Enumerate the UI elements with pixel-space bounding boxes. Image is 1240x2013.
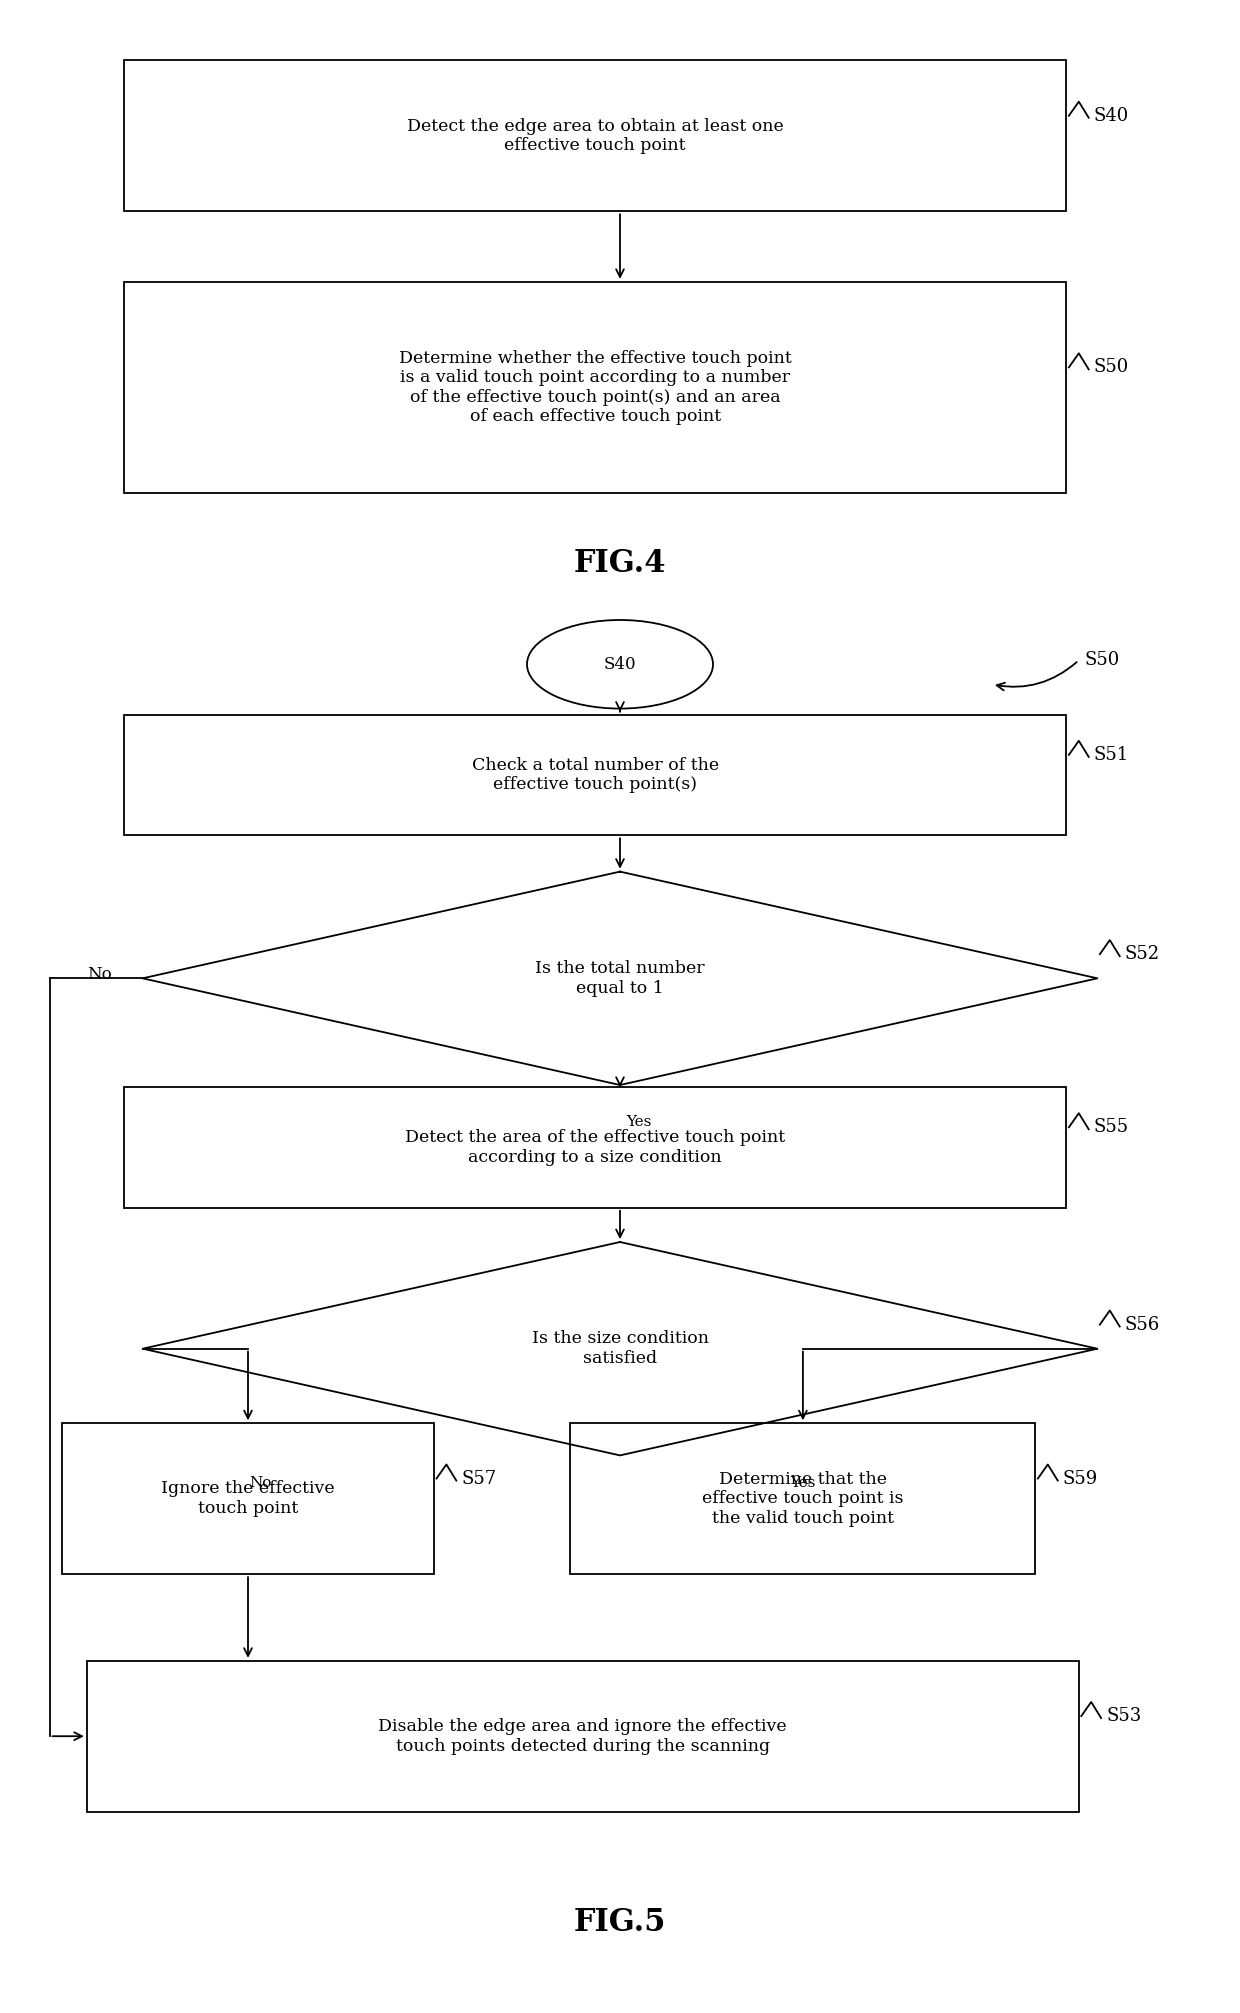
Text: FIG.4: FIG.4 — [574, 548, 666, 580]
FancyBboxPatch shape — [124, 60, 1066, 211]
Text: Is the size condition
satisfied: Is the size condition satisfied — [532, 1331, 708, 1367]
Text: Is the total number
equal to 1: Is the total number equal to 1 — [536, 960, 704, 996]
Text: Check a total number of the
effective touch point(s): Check a total number of the effective to… — [471, 757, 719, 793]
Text: S40: S40 — [604, 656, 636, 672]
Text: Detect the edge area to obtain at least one
effective touch point: Detect the edge area to obtain at least … — [407, 117, 784, 155]
Text: S50: S50 — [1085, 652, 1120, 668]
Text: S55: S55 — [1094, 1119, 1128, 1135]
FancyBboxPatch shape — [124, 282, 1066, 493]
Text: S40: S40 — [1094, 107, 1128, 125]
FancyBboxPatch shape — [62, 1423, 434, 1574]
Text: S52: S52 — [1125, 946, 1159, 962]
Text: S53: S53 — [1106, 1707, 1141, 1725]
Ellipse shape — [527, 620, 713, 709]
Text: S56: S56 — [1125, 1317, 1159, 1333]
Text: S50: S50 — [1094, 358, 1128, 376]
FancyBboxPatch shape — [124, 715, 1066, 835]
Text: No: No — [87, 966, 112, 982]
Text: FIG.5: FIG.5 — [574, 1906, 666, 1939]
Text: Determine that the
effective touch point is
the valid touch point: Determine that the effective touch point… — [702, 1472, 904, 1526]
Text: Detect the area of the effective touch point
according to a size condition: Detect the area of the effective touch p… — [405, 1129, 785, 1166]
Text: Yes: Yes — [626, 1115, 651, 1129]
FancyBboxPatch shape — [570, 1423, 1035, 1574]
Text: Yes: Yes — [790, 1476, 816, 1490]
FancyBboxPatch shape — [87, 1661, 1079, 1812]
FancyBboxPatch shape — [124, 1087, 1066, 1208]
Text: S57: S57 — [461, 1469, 496, 1488]
Text: S59: S59 — [1063, 1469, 1097, 1488]
Text: S51: S51 — [1094, 747, 1128, 763]
Text: Ignore the effective
touch point: Ignore the effective touch point — [161, 1480, 335, 1518]
Text: Determine whether the effective touch point
is a valid touch point according to : Determine whether the effective touch po… — [399, 350, 791, 425]
Text: Disable the edge area and ignore the effective
touch points detected during the : Disable the edge area and ignore the eff… — [378, 1717, 787, 1755]
Text: No: No — [249, 1476, 272, 1490]
